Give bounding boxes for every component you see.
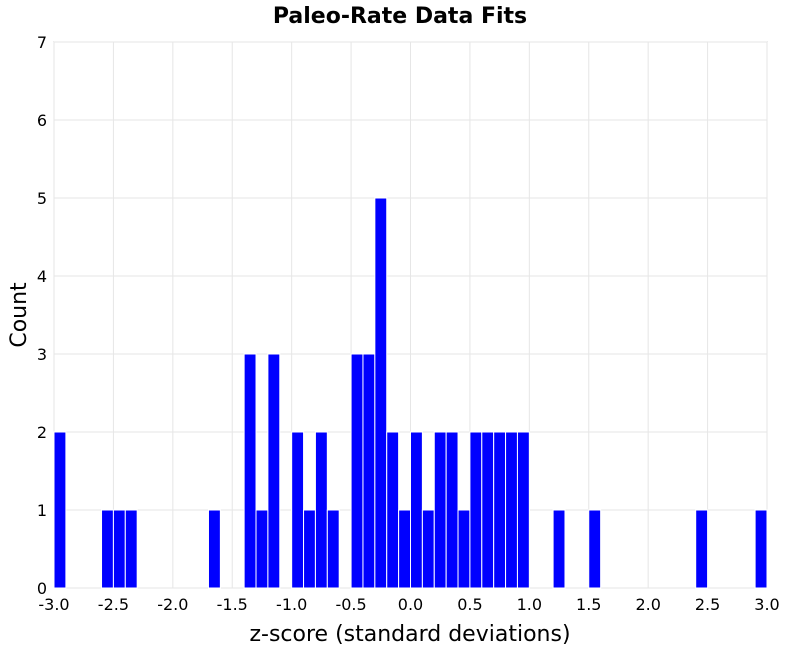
histogram-bar [445,431,459,589]
x-tick-label: -2.0 [157,595,188,614]
y-tick-label: 3 [37,345,47,364]
y-tick-label: 0 [37,579,47,598]
histogram-bar [457,509,471,589]
histogram-bar [255,509,269,589]
histogram-bar [433,431,447,589]
y-tick-label: 4 [37,267,47,286]
y-tick-label: 6 [37,111,47,130]
histogram-bar [101,509,114,589]
histogram-bar [469,431,483,589]
histogram-bar [207,509,221,589]
histogram-bar [124,509,138,589]
y-tick-label: 2 [37,423,47,442]
histogram-bar [754,509,768,589]
histogram-bar [243,353,257,589]
histogram-bar [588,509,602,589]
x-tick-label: -3.0 [38,595,69,614]
histogram-bar [267,353,281,589]
x-tick-label: 0.5 [457,595,482,614]
histogram-bar [303,509,316,589]
x-tick-label: -0.5 [335,595,366,614]
histogram-bar [386,431,400,589]
x-tick-label: -1.0 [276,595,307,614]
histogram-bar [314,431,328,589]
histogram-bar [516,431,530,589]
histogram-bar [398,509,412,589]
y-axis-label: Count [7,282,32,348]
x-tick-label: 0.0 [398,595,423,614]
chart-title: Paleo-Rate Data Fits [273,4,527,29]
histogram-bar [374,197,388,589]
histogram-bar [112,509,126,589]
x-axis-ticks: -3.0 -2.5 -2.0 -1.5 -1.0 -0.5 0.0 0.5 1.0 1.5 2.0 2… [38,595,779,614]
x-tick-label: 2.0 [635,595,660,614]
histogram-bar [350,353,364,589]
histogram-bar [695,509,709,589]
histogram-bar [410,431,423,589]
histogram-bar [362,353,376,589]
x-tick-label: 1.0 [517,595,542,614]
histogram-bar [326,509,340,589]
y-tick-label: 7 [37,33,47,52]
histogram-bar [481,431,495,589]
x-axis-label: z-score (standard deviations) [249,622,570,647]
x-tick-label: -1.5 [217,595,248,614]
x-tick-label: 1.5 [576,595,601,614]
x-tick-label: -2.5 [98,595,129,614]
y-tick-label: 1 [37,501,47,520]
y-tick-label: 5 [37,189,47,208]
histogram-bar [493,431,507,589]
histogram-bar [53,431,67,589]
x-tick-label: 2.5 [695,595,720,614]
x-tick-label: 3.0 [754,595,779,614]
histogram-bar [505,431,518,589]
y-axis-ticks: 0 1 2 3 4 5 6 7 [37,33,47,598]
histogram-bars [53,197,768,589]
histogram-bar [291,431,305,589]
histogram-bar [552,509,566,589]
histogram-bar [421,509,435,589]
